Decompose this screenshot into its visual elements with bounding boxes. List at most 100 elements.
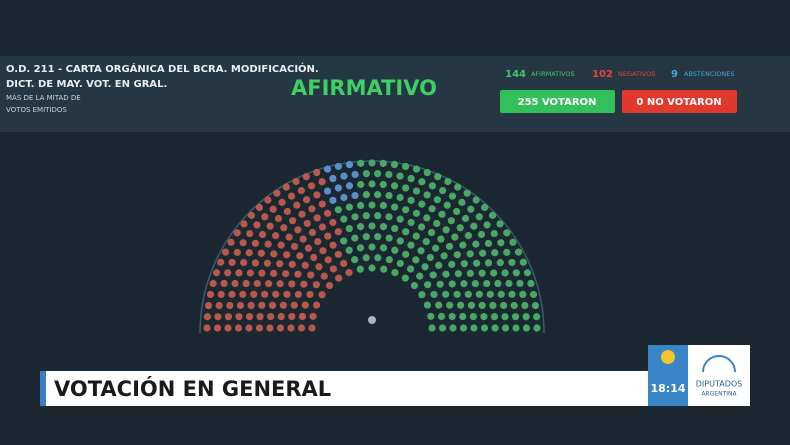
seat [345, 268, 353, 277]
seat [312, 301, 321, 309]
seat [368, 264, 376, 272]
seat [379, 201, 387, 210]
seat [224, 324, 232, 332]
seat [374, 233, 382, 241]
seat [227, 238, 235, 246]
seat [410, 281, 419, 290]
seat [486, 290, 494, 298]
seat [445, 242, 454, 251]
seat [503, 248, 511, 256]
sun-icon [661, 350, 675, 364]
seat [496, 259, 504, 267]
seat [245, 313, 254, 321]
seat [418, 178, 426, 186]
count: 102 [592, 69, 613, 80]
seat [435, 301, 443, 309]
seat [463, 189, 471, 197]
seat [247, 211, 256, 219]
seat [287, 324, 295, 332]
seat [412, 165, 421, 173]
seat [444, 177, 452, 186]
seat [334, 162, 343, 171]
seat [276, 324, 285, 332]
seat [475, 213, 483, 221]
seat [470, 324, 478, 332]
seat [285, 233, 293, 241]
seat [374, 254, 382, 262]
seat [402, 206, 410, 214]
seat [318, 200, 326, 208]
seat [265, 280, 273, 288]
seat [434, 173, 442, 181]
seat [401, 274, 409, 282]
seat [294, 290, 302, 298]
seat [234, 324, 243, 332]
seat [448, 192, 457, 200]
seat [477, 230, 486, 239]
seat [488, 211, 497, 219]
seat [418, 291, 426, 299]
seat [490, 313, 499, 321]
seat [460, 260, 468, 268]
seat [362, 212, 370, 220]
seat [345, 246, 353, 254]
seat [303, 196, 311, 204]
seat [479, 249, 487, 257]
seat [334, 250, 342, 258]
seat [428, 182, 437, 190]
seat [362, 170, 370, 178]
seat [220, 279, 228, 288]
seat [292, 177, 300, 186]
seat [340, 237, 348, 245]
seat [282, 183, 290, 191]
seat [246, 269, 254, 277]
seat [274, 214, 283, 223]
seat [297, 186, 305, 195]
seat [396, 215, 404, 223]
seat [442, 226, 450, 234]
seat [242, 279, 250, 288]
seat [423, 301, 432, 309]
count-label: NEGATIVOS [618, 70, 655, 78]
seat [456, 224, 464, 232]
seat [516, 279, 524, 288]
headline-accent [40, 371, 46, 406]
seat [290, 301, 298, 309]
seat [247, 301, 255, 309]
seat [308, 324, 316, 332]
seat [484, 259, 493, 267]
seat [351, 256, 359, 264]
seat [298, 312, 307, 320]
seat [283, 207, 291, 216]
seat [508, 290, 516, 298]
seat [351, 191, 359, 200]
seat [329, 196, 337, 204]
seat [459, 324, 468, 332]
seat [320, 272, 328, 280]
seat [519, 258, 527, 266]
seat [458, 198, 466, 206]
seat [239, 239, 247, 247]
seat [319, 247, 327, 255]
seat [501, 324, 510, 332]
seat [511, 313, 520, 321]
seat [239, 290, 247, 298]
seat [335, 274, 343, 282]
seat [256, 313, 264, 321]
seat [531, 301, 540, 310]
president-seat [368, 316, 376, 324]
seat [489, 301, 497, 309]
seat [466, 269, 474, 278]
seat [396, 237, 404, 245]
voted-label: 255 VOTARON [518, 97, 597, 108]
count-label: AFIRMATIVOS [531, 70, 575, 78]
seat [283, 251, 291, 259]
seat [217, 258, 225, 266]
seat [209, 279, 217, 288]
seat [204, 301, 213, 310]
seat [351, 213, 359, 221]
seat [412, 232, 420, 240]
seat [289, 217, 297, 225]
seat [440, 252, 448, 260]
